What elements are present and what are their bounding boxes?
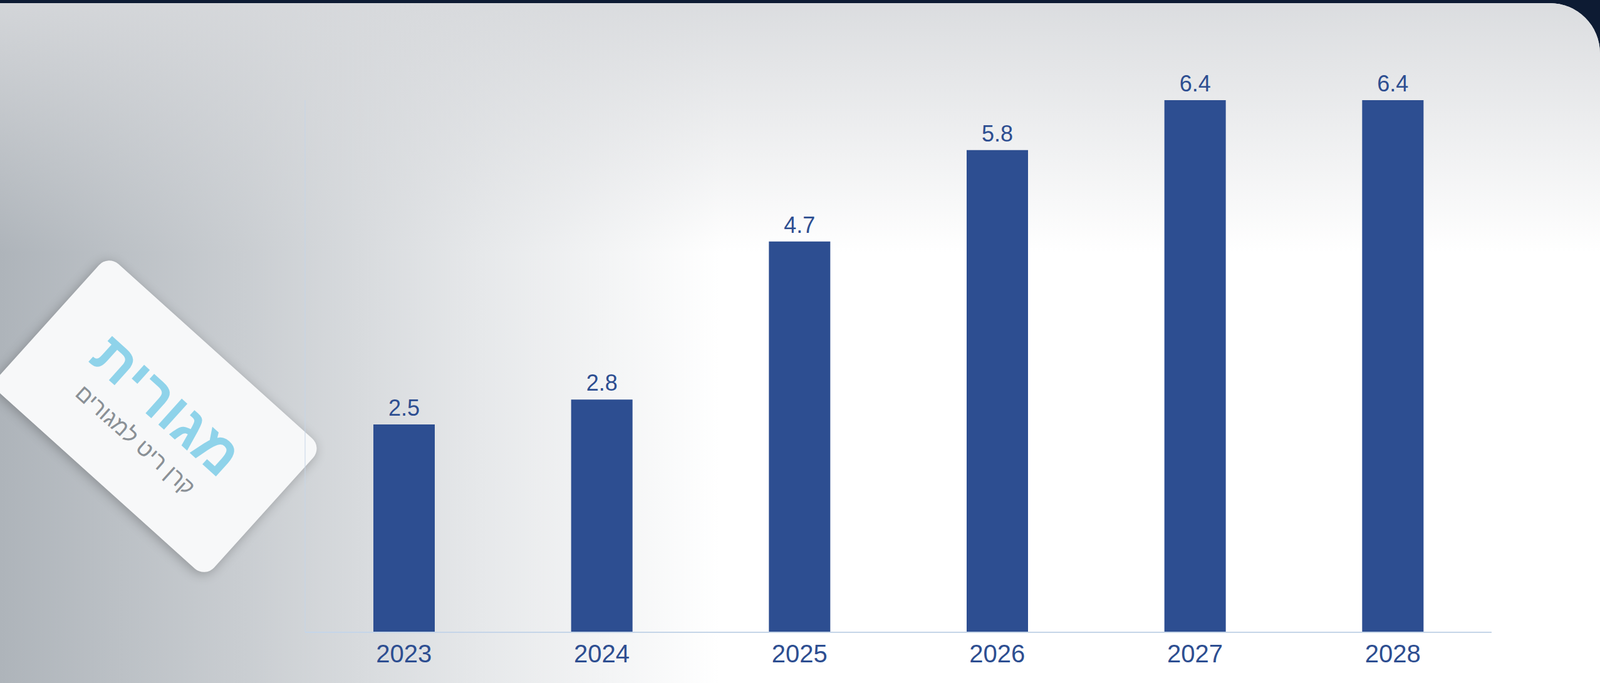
svg-text:2.5: 2.5 bbox=[388, 395, 420, 421]
svg-text:5.8: 5.8 bbox=[981, 120, 1013, 147]
svg-text:6.4: 6.4 bbox=[1376, 70, 1409, 97]
html-text:מגורית: מגורית bbox=[79, 322, 255, 489]
svg-text:2023: 2023 bbox=[375, 640, 432, 668]
svg-text:6.4: 6.4 bbox=[1179, 70, 1211, 97]
html-text:קרן ריט למגורים: קרן ריט למגורים bbox=[70, 380, 201, 501]
svg-text:4.7: 4.7 bbox=[783, 212, 816, 239]
svg-text:2.8: 2.8 bbox=[586, 370, 618, 396]
svg-text:2024: 2024 bbox=[573, 640, 630, 668]
svg-text:2027: 2027 bbox=[1167, 640, 1223, 668]
svg-text:2028: 2028 bbox=[1365, 640, 1421, 668]
svg-text:2026: 2026 bbox=[969, 640, 1025, 668]
svg-text:2025: 2025 bbox=[771, 640, 828, 668]
